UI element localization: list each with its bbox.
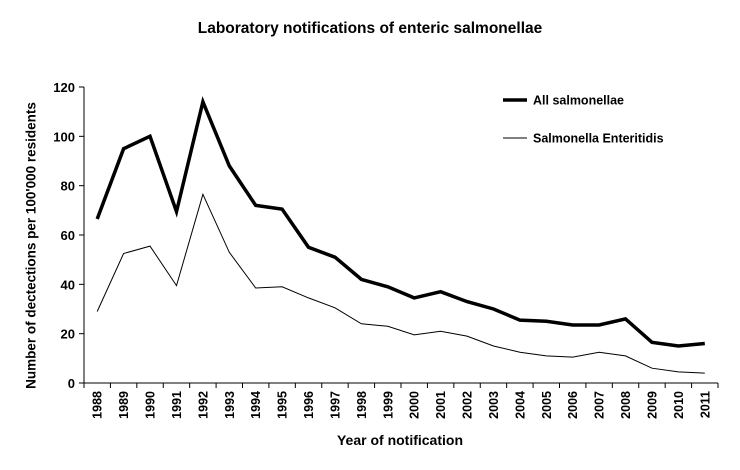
data-point xyxy=(255,205,257,207)
x-tick-label: 1988 xyxy=(91,391,105,419)
data-point xyxy=(519,351,521,353)
data-point xyxy=(308,247,310,249)
y-tick-label: 120 xyxy=(53,80,75,95)
data-point xyxy=(334,307,336,309)
chart-legend: All salmonellae Salmonella Enteritidis xyxy=(503,94,664,146)
data-point xyxy=(704,343,706,345)
x-tick-label: 2004 xyxy=(513,391,527,419)
data-point xyxy=(678,371,680,373)
data-point xyxy=(466,301,468,303)
data-point xyxy=(519,319,521,321)
y-tick-label: 100 xyxy=(53,129,75,144)
data-point xyxy=(361,279,363,281)
x-tick-label: 1989 xyxy=(117,391,131,419)
data-point xyxy=(176,211,178,213)
data-point xyxy=(598,351,600,353)
data-point xyxy=(387,325,389,327)
y-tick-label: 80 xyxy=(61,179,75,194)
x-tick-label: 1994 xyxy=(249,391,263,419)
x-tick-label: 1997 xyxy=(328,391,342,419)
y-tick-label: 40 xyxy=(61,277,75,292)
series-line-2 xyxy=(96,192,705,374)
data-point xyxy=(387,286,389,288)
data-point xyxy=(651,342,653,344)
x-tick-label: 2001 xyxy=(434,391,448,419)
data-point xyxy=(704,372,706,374)
data-point xyxy=(176,285,178,287)
data-point xyxy=(228,165,230,167)
data-point xyxy=(202,194,204,196)
x-tick-label: 2003 xyxy=(487,391,501,419)
x-tick-label: 2011 xyxy=(698,391,712,418)
data-point xyxy=(308,297,310,299)
x-tick-label: 2009 xyxy=(645,391,659,419)
y-tick-label: 20 xyxy=(61,327,75,342)
x-tick-label: 1998 xyxy=(355,391,369,419)
x-tick-label: 1995 xyxy=(276,391,290,419)
chart-title: Laboratory notifications of enteric salm… xyxy=(197,20,543,37)
data-point xyxy=(493,345,495,347)
y-tick-label: 0 xyxy=(68,376,75,391)
data-point xyxy=(149,245,151,247)
x-tick-label: 2000 xyxy=(408,391,422,419)
x-axis-label: Year of notification xyxy=(336,432,463,448)
data-point xyxy=(255,287,257,289)
x-tick-label: 2002 xyxy=(461,391,475,419)
data-point xyxy=(281,286,283,288)
x-tick-label: 1996 xyxy=(302,391,316,419)
y-tick-label: 60 xyxy=(61,228,75,243)
data-point xyxy=(440,291,442,293)
legend-label: All salmonellae xyxy=(533,94,624,108)
data-point xyxy=(572,324,574,326)
data-point xyxy=(149,136,151,138)
data-point xyxy=(123,148,125,150)
data-point xyxy=(493,308,495,310)
x-tick-label: 1992 xyxy=(196,391,210,419)
data-point xyxy=(545,355,547,357)
data-point xyxy=(545,321,547,323)
x-tick-label: 1990 xyxy=(144,391,158,419)
data-point xyxy=(96,218,98,220)
x-tick-label: 2010 xyxy=(672,391,686,419)
data-point xyxy=(334,256,336,258)
x-tick-label: 1991 xyxy=(170,391,184,419)
data-point xyxy=(466,335,468,337)
data-point xyxy=(123,253,125,255)
x-tick-label: 2008 xyxy=(619,391,633,419)
data-point xyxy=(678,345,680,347)
x-tick-label: 2005 xyxy=(540,391,554,419)
data-point xyxy=(202,101,204,103)
data-point xyxy=(651,367,653,369)
data-point xyxy=(413,334,415,336)
data-point xyxy=(281,208,283,210)
data-point xyxy=(625,318,627,320)
data-point xyxy=(625,355,627,357)
x-tick-label: 1999 xyxy=(381,391,395,419)
data-point xyxy=(228,251,230,253)
data-point xyxy=(440,330,442,332)
x-tick-label: 1993 xyxy=(223,391,237,419)
data-point xyxy=(598,324,600,326)
data-point xyxy=(413,297,415,299)
legend-label: Salmonella Enteritidis xyxy=(533,132,664,146)
chart-series xyxy=(95,96,706,374)
data-point xyxy=(96,311,98,313)
series-line-1 xyxy=(95,96,705,348)
x-tick-label: 2006 xyxy=(566,391,580,419)
x-tick-label: 2007 xyxy=(593,391,607,419)
chart-axes: 0 20 40 60 80 100 120 1988 1989 1990 1991 1992 1993 1… xyxy=(53,80,719,419)
data-point xyxy=(572,356,574,358)
data-point xyxy=(361,323,363,325)
